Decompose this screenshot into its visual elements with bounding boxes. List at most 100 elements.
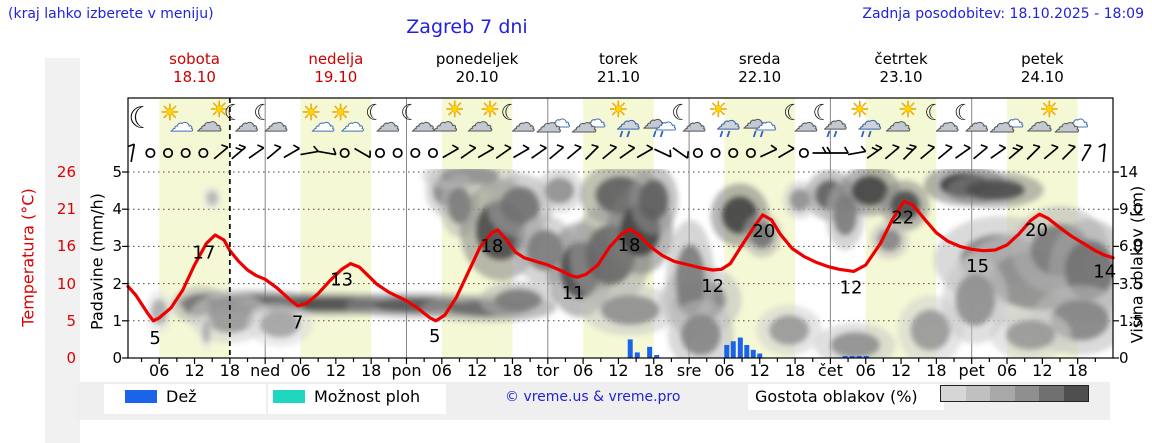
weather-icon-moon-cloud: ☾☁ <box>224 101 259 138</box>
density-swatch-100 <box>1063 386 1088 401</box>
wind-barb-icon <box>847 145 867 156</box>
wind-barb-icon <box>973 144 988 160</box>
wind-barb-icon <box>1043 144 1059 160</box>
svg-text:22: 22 <box>891 207 914 228</box>
wind-barb-icon <box>266 144 282 160</box>
cloud-density-legend-label: Gostota oblakov (%) <box>755 387 918 406</box>
svg-text:☁: ☁ <box>571 109 597 139</box>
svg-text:7: 7 <box>292 312 303 333</box>
legend-density-box <box>748 384 944 410</box>
weather-icon-cloud-sun: ☀☁ <box>1026 98 1060 139</box>
wind-barb-icon <box>1008 144 1024 160</box>
wind-barb-icon <box>672 147 690 159</box>
showers-legend-label: Možnost ploh <box>314 387 421 406</box>
wind-calm-icon <box>392 147 403 159</box>
wind-calm-icon <box>180 147 191 159</box>
svg-text:☁: ☁ <box>616 107 640 135</box>
weather-icon-moon: ☾ <box>128 101 155 136</box>
svg-text:☁: ☁ <box>1002 108 1024 133</box>
svg-text:☀: ☀ <box>608 98 628 123</box>
svg-text:☀: ☀ <box>709 98 729 123</box>
svg-text:13: 13 <box>330 270 353 291</box>
temperature-labels: 5 17 7 13 5 18 11 18 12 20 12 22 15 20 14 <box>149 207 1116 349</box>
density-swatch-90 <box>1039 386 1064 401</box>
wind-barb-icon <box>1081 144 1092 162</box>
svg-text:☁: ☁ <box>264 109 288 137</box>
wind-barb-icon <box>955 144 971 159</box>
svg-text:15: 15 <box>966 256 989 277</box>
svg-text:☀: ☀ <box>160 101 180 126</box>
axis-ticks <box>122 171 1119 364</box>
weather-icon-sun-rain: ☀☁ <box>708 98 741 138</box>
svg-text:17: 17 <box>192 242 215 263</box>
weather-icon-moon-cloud: ☾☁ <box>924 101 959 138</box>
wind-calm-icon <box>198 147 209 159</box>
wind-barb-icon <box>990 144 1007 159</box>
svg-text:☁: ☁ <box>885 108 911 138</box>
svg-text:☁: ☁ <box>511 109 535 137</box>
wind-calm-icon <box>427 147 439 159</box>
wind-barb-icon <box>513 144 530 159</box>
svg-text:☁: ☁ <box>341 109 365 137</box>
wind-barb-icon <box>283 144 300 159</box>
svg-text:☁: ☁ <box>743 106 767 134</box>
weather-icon-cloud-sun: ☀☁ <box>885 98 919 139</box>
wind-barb-icon <box>127 143 136 163</box>
svg-text:☁: ☁ <box>682 109 706 137</box>
svg-text:☾: ☾ <box>253 101 273 126</box>
svg-text:☾: ☾ <box>365 101 385 126</box>
weather-icons-row: ☾ ☀☁ ☀☁ ☾☁☾☁ ☀☁☀☁ ☾☁ ☾☁ ☀☁ ☀☁ ☾☁ ☁☁ ☁☁ ☀☁ ☁☁☾☁ ☀☁ ☁☁ ☾☁☾… <box>128 98 1089 140</box>
wind-calm-icon <box>692 147 703 159</box>
svg-text:☁: ☁ <box>536 109 562 139</box>
svg-text:18: 18 <box>618 235 641 256</box>
menu-hint-text: (kraj lahko izberete v meniju) <box>8 6 214 22</box>
wind-barb-icon <box>531 144 547 159</box>
svg-text:☁: ☁ <box>376 109 400 137</box>
svg-text:☾: ☾ <box>128 101 155 136</box>
wind-barb-icon <box>317 147 337 156</box>
svg-text:☁: ☁ <box>858 107 882 135</box>
weather-icon-cloud-sun: ☀☁ <box>196 98 230 139</box>
svg-text:☁: ☁ <box>549 108 571 133</box>
weather-icon-sun-cloud: ☀☁ <box>160 101 195 138</box>
wind-barb-icon <box>566 144 582 160</box>
svg-text:☁: ☁ <box>794 109 818 137</box>
weather-icon-moon-cloud: ☾☁ <box>253 101 288 138</box>
wind-barb-icon <box>830 146 849 154</box>
weather-icon-sun-rain: ☀☁ <box>850 98 882 138</box>
svg-text:12: 12 <box>701 276 724 297</box>
svg-text:☁: ☁ <box>411 109 435 137</box>
svg-text:☾: ☾ <box>813 101 833 126</box>
wind-barb-icon <box>884 144 900 160</box>
wind-calm-icon <box>728 147 739 159</box>
density-swatch-50 <box>990 386 1015 401</box>
density-swatch-10 <box>941 386 966 401</box>
svg-text:☁: ☁ <box>196 108 222 138</box>
copyright-text: © vreme.us & vreme.pro <box>505 389 681 405</box>
weather-icon-moon-cloud: ☾☁ <box>365 101 400 138</box>
wind-barb-icon <box>937 144 953 160</box>
svg-text:20: 20 <box>1025 220 1048 241</box>
last-update-text: Zadnja posodobitev: 18.10.2025 - 18:09 <box>862 6 1144 22</box>
weather-icon-sun-cloud: ☀☁ <box>330 101 365 138</box>
wind-barb-icon <box>1061 144 1076 160</box>
weather-icon-moon-cloud: ☾☁ <box>954 101 989 138</box>
svg-text:☁: ☁ <box>989 109 1015 139</box>
svg-text:☀: ☀ <box>209 98 229 123</box>
showers-legend-swatch <box>273 390 305 403</box>
wind-calm-icon <box>162 147 174 159</box>
weather-icon-clouds: ☁☁ <box>571 108 607 140</box>
wind-barb-icon <box>231 144 247 160</box>
wind-barb-icon <box>584 144 599 160</box>
wind-barb-icon <box>213 144 229 160</box>
wind-barb-icon <box>902 144 917 160</box>
svg-text:☾: ☾ <box>954 101 974 126</box>
wind-calm-icon <box>410 147 421 159</box>
wind-barb-icon <box>812 146 832 154</box>
rain-bars <box>627 337 869 358</box>
svg-text:☀: ☀ <box>480 98 500 123</box>
wind-barb-icon <box>300 145 319 156</box>
temperature-curve <box>126 199 1115 323</box>
